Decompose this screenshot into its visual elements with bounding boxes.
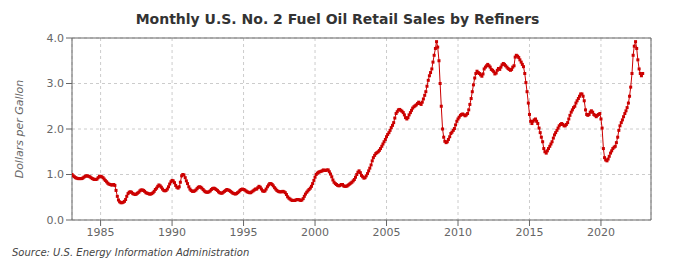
html-text:Source: U.S. Energy Informatio: Source: U.S. Energy Information Administ… [12, 247, 250, 258]
svg-text:2.0: 2.0 [47, 123, 65, 136]
svg-text:1.0: 1.0 [47, 168, 65, 181]
html-text:Monthly U.S. No. 2 Fuel Oil Re: Monthly U.S. No. 2 Fuel Oil Retail Sales… [135, 11, 540, 27]
svg-text:4.0: 4.0 [47, 32, 65, 45]
svg-text:0.0: 0.0 [47, 214, 65, 227]
svg-text:1985: 1985 [87, 226, 115, 239]
svg-text:2020: 2020 [587, 226, 615, 239]
svg-text:1995: 1995 [230, 226, 258, 239]
svg-text:2005: 2005 [373, 226, 401, 239]
svg-text:2010: 2010 [444, 226, 472, 239]
svg-text:Dollars per Gallon: Dollars per Gallon [13, 80, 26, 179]
svg-text:2000: 2000 [301, 226, 329, 239]
svg-text:1990: 1990 [158, 226, 186, 239]
svg-text:3.0: 3.0 [47, 77, 65, 90]
svg-text:2015: 2015 [515, 226, 543, 239]
